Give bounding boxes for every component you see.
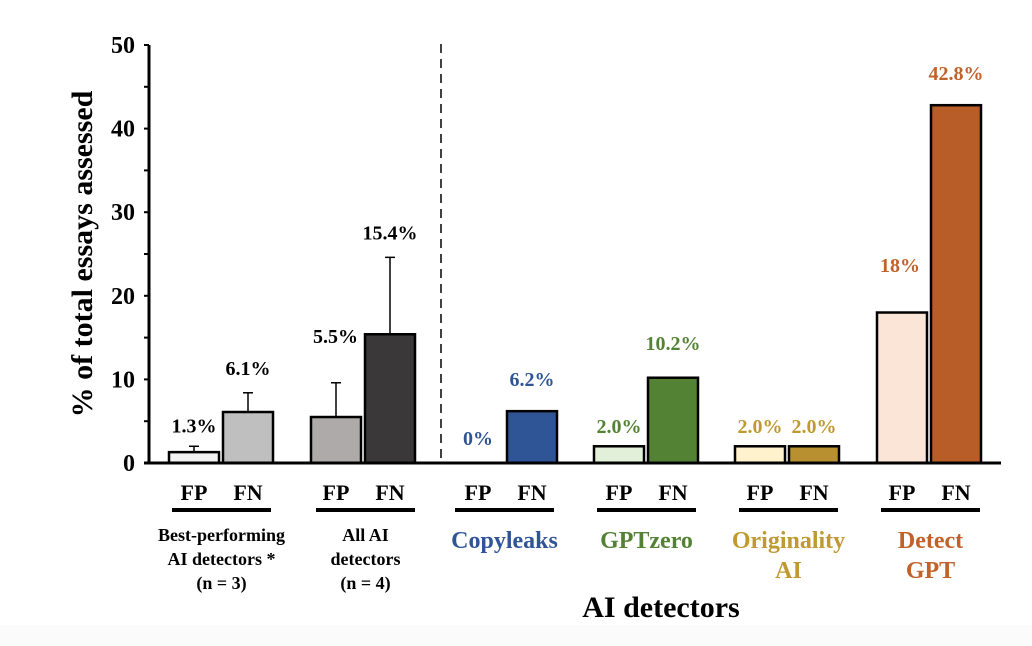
category-label-fp: FP xyxy=(465,480,492,505)
value-label: 18% xyxy=(880,255,920,277)
value-label: 1.3% xyxy=(172,415,217,437)
group-label-line: Detect xyxy=(898,528,963,554)
y-tick-label: 0 xyxy=(123,451,135,477)
category-label-fn: FN xyxy=(658,480,687,505)
value-labels: 1.3% 6.1% 5.5% 15.4% 0% 6.2% 2.0% 10.2% 2.0% 2.0%… xyxy=(172,63,984,450)
bar-fp xyxy=(167,450,221,465)
bar-fn xyxy=(787,445,841,465)
bar-fn xyxy=(646,376,700,465)
category-label-fn: FN xyxy=(375,480,404,505)
category-label-fn: FN xyxy=(941,480,970,505)
bars xyxy=(167,103,983,465)
group-label-line: All AI xyxy=(342,525,389,545)
value-label: 2.0% xyxy=(792,416,837,438)
group-label-line: (n = 3) xyxy=(196,573,246,594)
y-tick-label: 50 xyxy=(111,33,135,59)
value-label: 0% xyxy=(463,428,493,450)
value-label: 42.8% xyxy=(929,63,984,85)
group-label-line: (n = 4) xyxy=(340,573,390,594)
group-label: All AI detectors (n = 4) xyxy=(331,525,401,594)
group-label: Copyleaks xyxy=(451,528,558,554)
bar-fp xyxy=(733,445,787,465)
y-tick-label: 40 xyxy=(111,117,135,143)
group-label: Originality AI xyxy=(732,528,845,584)
category-label-fp: FP xyxy=(747,480,774,505)
category-label-fn: FN xyxy=(233,480,262,505)
group-label: Detect GPT xyxy=(898,528,963,584)
group-label-line: AI xyxy=(775,558,802,584)
group-label-line: Originality xyxy=(732,528,845,554)
group-label: GPTzero xyxy=(600,528,693,554)
category-label-fp: FP xyxy=(606,480,633,505)
y-axis-title: % of total essays assessed xyxy=(66,90,99,417)
group-label-line: Copyleaks xyxy=(451,528,558,554)
bar-fn xyxy=(363,333,417,465)
bar-fn xyxy=(929,103,983,465)
group-label-line: detectors xyxy=(331,549,401,569)
group-label: Best-performing AI detectors * (n = 3) xyxy=(158,525,285,594)
bar-fn xyxy=(505,409,559,465)
y-tick-label: 10 xyxy=(111,367,135,393)
bar-fp xyxy=(592,445,646,465)
value-label: 2.0% xyxy=(738,416,783,438)
category-label-fn: FN xyxy=(517,480,546,505)
bar-fp xyxy=(875,311,929,465)
x-axis: FP FN Best-performing AI detectors * (n = 3)… xyxy=(144,44,1001,594)
value-label: 2.0% xyxy=(597,416,642,438)
category-label-fp: FP xyxy=(323,480,350,505)
category-label-fn: FN xyxy=(799,480,828,505)
group-label-line: AI detectors * xyxy=(168,549,276,569)
x-axis-title: AI detectors xyxy=(582,591,739,624)
category-label-fp: FP xyxy=(889,480,916,505)
y-tick-label: 30 xyxy=(111,200,135,226)
group-label-line: Best-performing xyxy=(158,525,285,545)
y-axis: 0 10 20 30 40 50 xyxy=(111,33,151,477)
category-label-fp: FP xyxy=(181,480,208,505)
value-label: 6.2% xyxy=(510,369,555,391)
bar-fp xyxy=(309,415,363,465)
group-label-line: GPTzero xyxy=(600,528,693,554)
y-tick-label: 20 xyxy=(111,284,135,310)
value-label: 10.2% xyxy=(646,333,701,355)
bar-fn xyxy=(221,410,275,465)
group-label-line: GPT xyxy=(906,558,955,584)
bottom-band xyxy=(0,625,1032,646)
value-label: 15.4% xyxy=(363,222,418,244)
value-label: 5.5% xyxy=(313,326,358,348)
value-label: 6.1% xyxy=(226,358,271,380)
